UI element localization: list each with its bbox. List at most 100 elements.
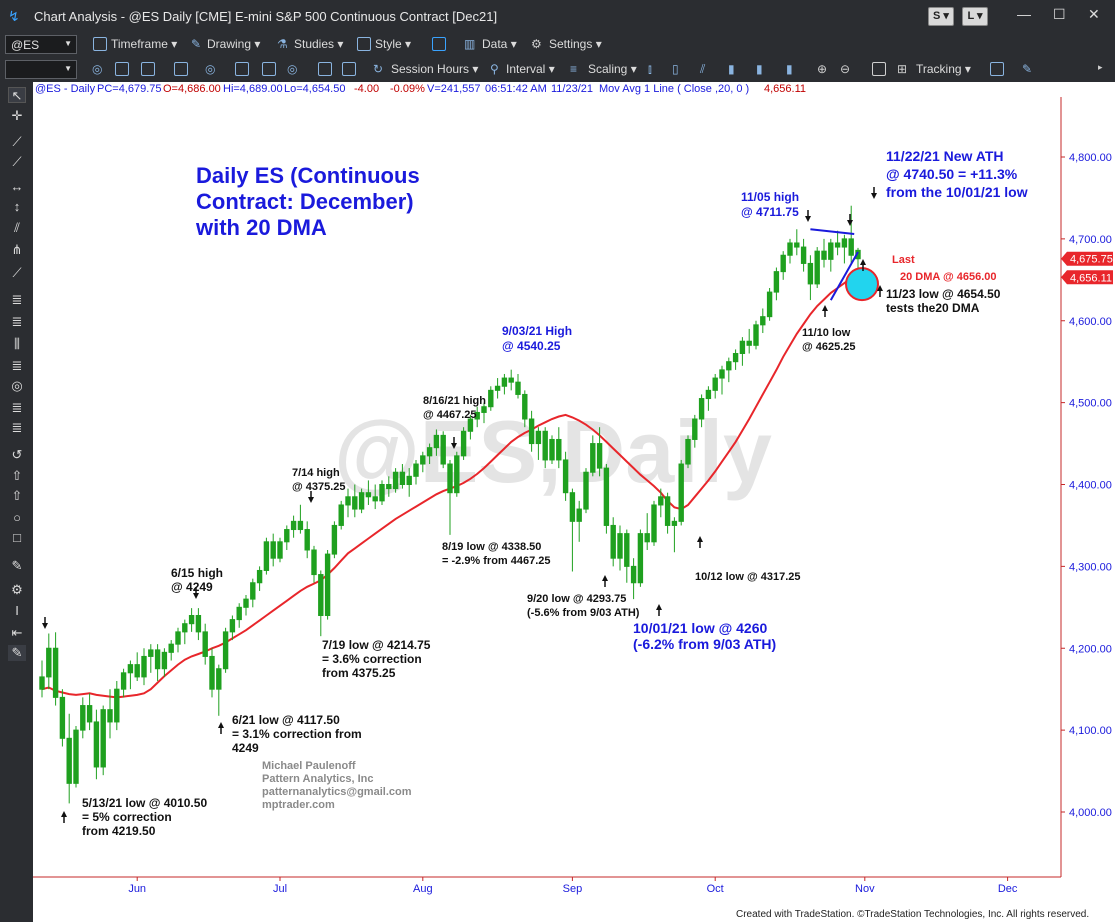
candle: [297, 504, 304, 534]
y-tick-label: 4,300.00: [1069, 561, 1112, 573]
pitchfork-tool-icon[interactable]: ⋔: [11, 242, 23, 257]
candle-chart-icon[interactable]: ▯: [672, 62, 679, 76]
candle: [73, 726, 79, 788]
maximize-button[interactable]: ☐: [1053, 6, 1066, 22]
candle: [739, 337, 746, 366]
ellipse-tool-icon[interactable]: ○: [13, 510, 21, 525]
style-menu[interactable]: Style ▾: [375, 37, 412, 51]
annotation-text: from 4219.50: [82, 824, 156, 838]
trendline-tool-icon[interactable]: ⟋: [12, 134, 22, 149]
text-tool-icon[interactable]: I: [15, 603, 19, 618]
price-label-tool-icon[interactable]: ⇤: [11, 625, 23, 640]
horizontal-line-tool-icon[interactable]: ↔: [10, 179, 24, 194]
drawing-icon: ✎: [191, 37, 202, 51]
x-tick-label: Nov: [855, 883, 875, 895]
point-figure-icon[interactable]: ▮: [786, 62, 793, 76]
arrow-up-outline-tool-icon[interactable]: ⇧: [11, 488, 23, 503]
annotation-text: 5/13/21 low @ 4010.50: [82, 796, 207, 810]
interval-input[interactable]: ▼: [5, 60, 77, 79]
crosshair-tool-icon[interactable]: ✛: [11, 108, 23, 123]
minimize-button[interactable]: —: [1017, 6, 1031, 22]
arrow-11-18-low-head: [860, 259, 866, 265]
histogram-icon[interactable]: ▮: [756, 62, 763, 76]
timeframe-menu[interactable]: Timeframe ▾: [111, 37, 178, 51]
window-title: Chart Analysis - @ES Daily [CME] E-mini …: [34, 9, 498, 24]
layout-icon[interactable]: [432, 37, 446, 51]
info-volume: V=241,557: [427, 83, 481, 95]
fib-extension-tool-icon[interactable]: ≣: [11, 314, 23, 329]
alert-icon[interactable]: ◎: [287, 62, 298, 76]
crosshair-grid-icon[interactable]: [872, 62, 886, 76]
volume-icon[interactable]: ▮: [728, 62, 735, 76]
candle: [692, 414, 698, 448]
last-price-tag-bg: [1061, 251, 1113, 266]
candle: [358, 488, 365, 514]
pencil-draw-tool-icon[interactable]: ✎: [11, 558, 23, 573]
drawing-menu[interactable]: Drawing ▾: [207, 37, 261, 51]
annotation-text: tests the20 DMA: [886, 301, 980, 315]
andrews-tool-icon[interactable]: ≣: [11, 420, 23, 435]
chart-icon[interactable]: [174, 62, 188, 76]
pattern-icon[interactable]: [318, 62, 332, 76]
chevron-down-icon: ▼: [64, 64, 72, 73]
info-low: Lo=4,654.50: [284, 83, 346, 95]
export-icon[interactable]: [990, 62, 1004, 76]
annotation-text: 8/16/21 high: [423, 395, 486, 407]
s-menu-button[interactable]: S ▾: [928, 7, 954, 26]
regression-tool-icon[interactable]: ⟋: [12, 265, 22, 280]
studies-menu[interactable]: Studies ▾: [294, 37, 344, 51]
fib-time-tool-icon[interactable]: ⫼: [14, 336, 20, 351]
scaling-menu[interactable]: Scaling ▾: [588, 62, 637, 76]
data-icon: ▥: [464, 37, 476, 51]
pencil-icon[interactable]: ✎: [1022, 62, 1033, 76]
table-icon[interactable]: [342, 62, 356, 76]
pointer-tool-icon[interactable]: ↖: [8, 87, 26, 103]
annotation-text: 6/21 low @ 4117.50: [232, 713, 340, 727]
highlighter-tool-icon[interactable]: ✎: [8, 645, 26, 661]
y-tick-label: 4,500.00: [1069, 398, 1112, 410]
speed-lines-tool-icon[interactable]: ◎: [11, 378, 23, 393]
session-hours-menu[interactable]: Session Hours ▾: [391, 62, 479, 76]
l-menu-button[interactable]: L ▾: [962, 7, 988, 26]
annotation-text: (-6.2% from 9/03 ATH): [633, 636, 776, 652]
zoom-icon[interactable]: [115, 62, 129, 76]
bar-chart-icon[interactable]: ⫾: [648, 62, 652, 76]
vertical-line-tool-icon[interactable]: ↕: [13, 199, 21, 214]
price-chart[interactable]: @ES,Daily4,000.004,100.004,200.004,300.0…: [33, 97, 1115, 922]
arrow-up-tool-icon[interactable]: ⇧: [11, 468, 23, 483]
toolbar-overflow-icon[interactable]: ▸: [1098, 62, 1103, 72]
candle: [120, 668, 127, 698]
zoom-in-icon[interactable]: ⊕: [817, 62, 828, 76]
gann-fan-tool-icon[interactable]: ≣: [11, 358, 23, 373]
ray-tool-icon[interactable]: ⟋: [12, 154, 22, 169]
zoom-out-icon[interactable]: ⊖: [840, 62, 851, 76]
window-icon[interactable]: [141, 62, 155, 76]
link-icon[interactable]: [235, 62, 249, 76]
info-study-value: 4,656.11: [764, 83, 807, 95]
data-menu[interactable]: Data ▾: [482, 37, 517, 51]
interval-menu[interactable]: Interval ▾: [506, 62, 555, 76]
symbol-input[interactable]: @ES ▼: [5, 35, 77, 54]
channel-tool-icon[interactable]: ⫽: [14, 220, 20, 235]
close-button[interactable]: ✕: [1088, 6, 1100, 22]
alert-tool-icon[interactable]: ⚙: [11, 582, 23, 597]
annotation-text: Last: [892, 254, 915, 266]
grid-icon[interactable]: [262, 62, 276, 76]
chart-area[interactable]: @ES,Daily4,000.004,100.004,200.004,300.0…: [33, 97, 1115, 922]
line-chart-icon[interactable]: ⫽: [700, 62, 706, 76]
annotation-text: = 3.6% correction: [322, 652, 422, 666]
annotation-text: @ 4467.25: [423, 409, 477, 421]
sync-icon[interactable]: ◎: [205, 62, 216, 76]
rectangle-tool-icon[interactable]: □: [13, 530, 21, 545]
arrow-mid-nov-high-head: [847, 220, 853, 226]
refresh-icon[interactable]: ◎: [92, 62, 103, 76]
candle: [284, 525, 290, 550]
settings-menu[interactable]: Settings ▾: [549, 37, 602, 51]
fibonacci-tool-icon[interactable]: ≣: [11, 292, 23, 307]
candle: [222, 627, 229, 673]
tracking-menu[interactable]: Tracking ▾: [916, 62, 971, 76]
cycle-tool-icon[interactable]: ↺: [11, 447, 23, 462]
annotation-text: 6/15 high: [171, 566, 223, 580]
candle: [318, 570, 324, 637]
fib-arcs-tool-icon[interactable]: ≣: [11, 400, 23, 415]
